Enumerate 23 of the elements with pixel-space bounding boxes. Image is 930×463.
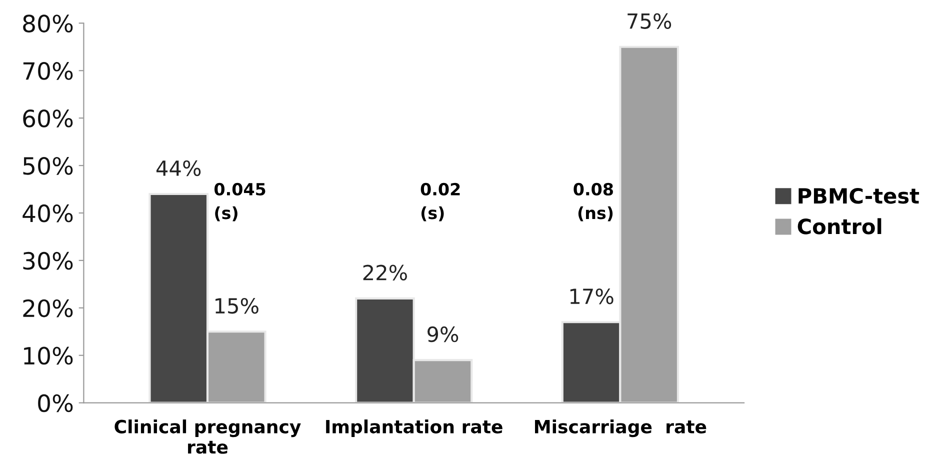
y-tick-label: 40% bbox=[22, 204, 73, 222]
annotation: 0.02 (s) bbox=[420, 182, 460, 222]
data-label: 44% bbox=[156, 160, 201, 176]
y-tick-label: 30% bbox=[23, 252, 73, 270]
annotation: 0.08 (ns) bbox=[574, 182, 613, 222]
x-tick-label: Miscarriage rate bbox=[535, 419, 706, 438]
data-label: 75% bbox=[628, 13, 672, 29]
legend-label: PBMC-test bbox=[798, 188, 920, 204]
y-tick-label: 70% bbox=[23, 62, 73, 80]
y-tick-label: 60% bbox=[23, 110, 73, 128]
data-label: 22% bbox=[363, 264, 407, 280]
y-tick-label: 10% bbox=[24, 346, 73, 365]
data-label: 9% bbox=[428, 326, 458, 342]
annotation: 0.045 (s) bbox=[214, 182, 266, 222]
y-tick-label: 50% bbox=[23, 156, 73, 175]
x-tick-label: Implantation rate bbox=[326, 419, 502, 437]
data-label: 15% bbox=[216, 298, 258, 314]
x-tick-label: Clinical pregnancy rate bbox=[114, 419, 301, 454]
y-tick-label: 20% bbox=[23, 299, 73, 318]
legend-label: Control bbox=[798, 218, 882, 234]
data-label: 17% bbox=[570, 288, 614, 304]
y-tick-label: 80% bbox=[23, 14, 73, 32]
y-tick-label: 0% bbox=[38, 394, 73, 412]
